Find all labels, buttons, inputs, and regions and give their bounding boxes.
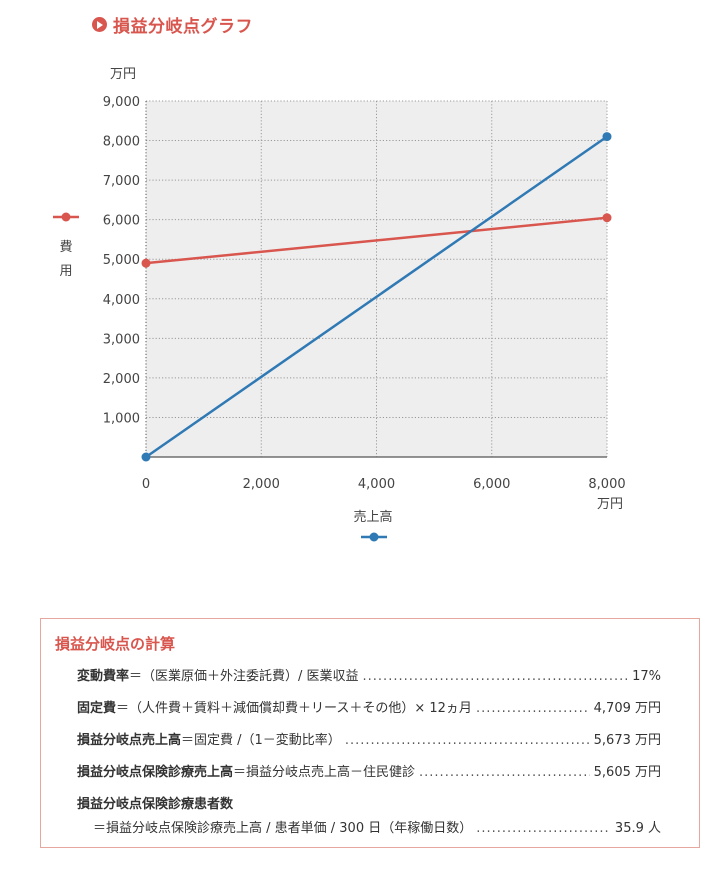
calc-row-label: 損益分岐点売上高 bbox=[77, 733, 182, 748]
break-even-chart: 1,000 2,000 3,000 4,000 5,000 6,000 7,000 8,000… bbox=[53, 67, 626, 542]
leader-dots bbox=[476, 821, 611, 836]
calc-row-formula: ＝損益分岐点売上高－住民健診 bbox=[233, 765, 416, 780]
data-point bbox=[602, 213, 612, 223]
data-point bbox=[141, 452, 151, 462]
x-tick-label: 0 bbox=[142, 477, 150, 492]
calc-row-formula: ＝（人件費＋賃料＋減価償却費＋リース＋その他）× 12ヵ月 bbox=[116, 701, 472, 716]
plot-area bbox=[146, 101, 607, 457]
calculation-title: 損益分岐点の計算 bbox=[55, 635, 176, 653]
x-tick-label: 4,000 bbox=[358, 477, 395, 492]
x-axis-label: 売上高 bbox=[353, 509, 392, 525]
x-tick-label: 8,000 bbox=[588, 477, 625, 492]
calc-row-insurance-sales: 損益分岐点保険診療売上高 ＝損益分岐点売上高－住民健診 5,605 万円 bbox=[77, 761, 661, 780]
calc-row-break-even-sales: 損益分岐点売上高 ＝固定費 /（1－変動比率） 5,673 万円 bbox=[77, 729, 661, 748]
x-tick-label: 2,000 bbox=[243, 477, 280, 492]
x-tick-label: 6,000 bbox=[473, 477, 510, 492]
calc-row-value: 17% bbox=[632, 669, 661, 684]
y-tick-label: 1,000 bbox=[103, 411, 140, 426]
y-tick-label: 8,000 bbox=[103, 135, 140, 150]
leader-dots bbox=[363, 669, 629, 684]
y-axis-label-char: 費 bbox=[59, 240, 72, 255]
calc-row-label: 損益分岐点保険診療売上高 bbox=[77, 765, 234, 780]
chart-title: 損益分岐点グラフ bbox=[92, 12, 253, 37]
calc-row-value: 35.9 人 bbox=[614, 821, 661, 836]
calc-row-value: 5,673 万円 bbox=[593, 733, 661, 748]
chart-title-text: 損益分岐点グラフ bbox=[113, 17, 253, 37]
leader-dots bbox=[476, 701, 590, 716]
calc-row-label: 固定費 bbox=[77, 701, 117, 716]
y-tick-label: 7,000 bbox=[103, 174, 140, 189]
calc-row-formula: ＝損益分岐点保険診療売上高 / 患者単価 / 300 日（年稼働日数） bbox=[93, 821, 473, 836]
calc-row-formula: ＝（医業原価＋外注委託費）/ 医業収益 bbox=[129, 669, 359, 684]
calc-row-patients: ＝損益分岐点保険診療売上高 / 患者単価 / 300 日（年稼働日数） 35.9… bbox=[93, 817, 661, 836]
leader-dots bbox=[345, 733, 590, 748]
calc-row-fixed-cost: 固定費 ＝（人件費＋賃料＋減価償却費＋リース＋その他）× 12ヵ月 4,709 … bbox=[77, 697, 661, 716]
calc-row-formula: ＝固定費 /（1－変動比率） bbox=[181, 733, 341, 748]
legend-marker-cost bbox=[61, 212, 71, 222]
calc-row-variable-cost-ratio: 変動費率 ＝（医業原価＋外注委託費）/ 医業収益 17% bbox=[77, 665, 661, 684]
x-unit-label: 万円 bbox=[597, 497, 623, 512]
calc-row-patients-label: 損益分岐点保険診療患者数 bbox=[77, 797, 234, 812]
data-point bbox=[141, 258, 151, 268]
leader-dots bbox=[419, 765, 590, 780]
calc-row-value: 5,605 万円 bbox=[593, 765, 661, 780]
y-tick-label: 9,000 bbox=[103, 95, 140, 110]
calc-row-label: 変動費率 bbox=[77, 669, 130, 684]
calculation-box: 損益分岐点の計算 変動費率 ＝（医業原価＋外注委託費）/ 医業収益 17% 固定… bbox=[40, 618, 700, 848]
y-unit-label: 万円 bbox=[110, 67, 136, 82]
calc-row-value: 4,709 万円 bbox=[593, 701, 661, 716]
y-tick-label: 2,000 bbox=[103, 372, 140, 387]
y-tick-label: 5,000 bbox=[103, 253, 140, 268]
y-axis-label-char: 用 bbox=[59, 264, 72, 279]
y-tick-label: 4,000 bbox=[103, 293, 140, 308]
legend-marker-sales bbox=[369, 532, 379, 542]
y-tick-label: 3,000 bbox=[103, 332, 140, 347]
series-line-sales bbox=[145, 135, 608, 459]
play-triangle-icon bbox=[92, 17, 107, 32]
y-tick-label: 6,000 bbox=[103, 214, 140, 229]
data-point bbox=[602, 132, 612, 142]
series-line-cost bbox=[145, 216, 608, 265]
